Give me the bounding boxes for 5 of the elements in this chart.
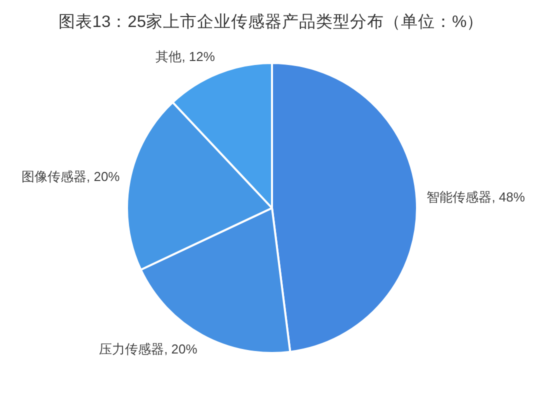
slice-label: 压力传感器, 20% bbox=[99, 342, 198, 357]
slice-label: 图像传感器, 20% bbox=[21, 169, 120, 184]
chart-title: 图表13：25家上市企业传感器产品类型分布（单位：%） bbox=[57, 12, 485, 33]
slice-label: 智能传感器, 48% bbox=[426, 189, 526, 204]
slice-label: 其他, 12% bbox=[156, 48, 216, 64]
